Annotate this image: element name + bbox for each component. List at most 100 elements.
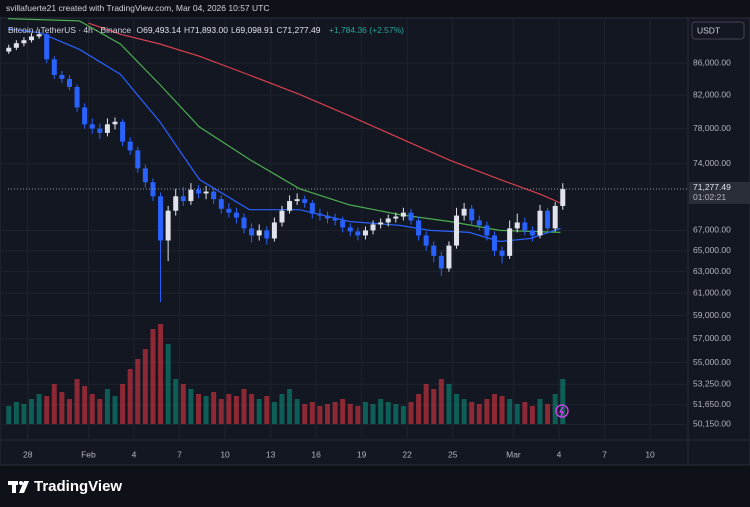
volume-bar [97,399,103,424]
volume-bar [431,389,437,424]
volume-bar [241,389,247,424]
x-tick-label: 13 [266,449,276,459]
volume-bar [332,402,338,424]
candle-body [249,228,255,236]
y-tick-label: 57,000.00 [693,333,731,343]
candle-body [44,34,50,60]
candle-body [454,215,460,246]
candle-body [13,43,19,48]
candle-body [158,196,164,241]
candle-body [499,250,505,256]
volume-bar [294,399,300,424]
volume-bar [233,396,239,424]
volume-bar [271,402,277,424]
volume-bar [400,406,406,424]
volume-bar [340,399,346,424]
candle-body [438,255,444,269]
y-tick-label: 53,250.00 [693,379,731,389]
volume-bar [355,406,361,424]
symbol: Bitcoin / TetherUS · 4h · Binance [8,25,132,35]
candle-body [279,210,285,223]
candle-body [51,59,57,75]
logo-part [12,481,16,493]
candle-body [476,220,482,226]
volume-bar [158,324,164,424]
candle-body [507,228,513,256]
volume-bar [165,344,171,424]
candle-body [355,231,361,236]
x-tick-label: 7 [602,449,607,459]
volume-bar [21,404,27,424]
candle-body [552,205,558,229]
volume-bar [438,379,444,424]
event-icon[interactable] [555,404,569,418]
volume-bar [59,392,65,424]
volume-bar [218,399,224,424]
volume-bar [378,399,384,424]
volume-bar [127,369,133,424]
candle-body [545,210,551,229]
candle-body [180,196,186,202]
last-price-box [689,181,750,204]
volume-bar [135,359,141,424]
candle-body [446,245,452,269]
candle-body [82,107,88,125]
candle-body [188,189,194,202]
candle-body [135,150,141,169]
change: +1,784.36 (+2.57%) [328,25,404,35]
x-tick-label: Feb [81,449,96,459]
volume-bar [560,379,566,424]
volume-bar [112,396,118,424]
volume-bar [317,406,323,424]
candle-body [423,235,429,246]
candle-body [241,217,247,229]
volume-bar [195,394,201,424]
candle-body [218,199,224,209]
volume-bar [180,384,186,424]
candle-body [6,47,12,52]
candle-body [127,141,133,151]
volume-bar [6,406,12,424]
candle-body [560,188,566,206]
x-tick-label: Mar [506,449,521,459]
y-tick-label: 67,000.00 [693,225,731,235]
ohlc-value: 71,277.49 [282,25,321,35]
volume-bar [325,404,331,424]
candle-body [294,199,300,202]
ohlc-label: H [183,25,191,35]
x-tick-label: 22 [402,449,412,459]
y-tick-label: 59,000.00 [693,310,731,320]
volume-bar [66,399,72,424]
volume-bar [537,399,543,424]
y-tick-label: 50,150.00 [693,419,731,429]
event-icon-bolt [558,406,564,417]
candle-body [385,218,391,223]
volume-bar [454,394,460,424]
moving-average [7,28,561,243]
ohlc-label: C [276,25,283,35]
volume-bar [256,399,262,424]
x-tick-label: 4 [132,449,137,459]
y-tick-label: 65,000.00 [693,245,731,255]
x-tick-label: 4 [557,449,562,459]
volume-bar [13,402,19,424]
volume-bar [226,394,232,424]
candle-body [203,191,209,194]
candle-body [408,212,414,221]
candle-body [211,191,217,200]
y-tick-label: 86,000.00 [693,57,731,67]
currency-box[interactable] [691,21,745,40]
volume-bar [173,379,179,424]
volume-bar [552,394,558,424]
candle-body [529,230,535,236]
volume-bar [82,386,88,424]
candle-body [400,212,406,217]
candle-body [332,218,338,221]
ohlc-value: 69,493.14 [143,25,181,35]
volume-bar [188,389,194,424]
candle-body [233,212,239,218]
candle-body [165,210,171,241]
candle-body [66,78,72,87]
logo-part [19,481,29,493]
